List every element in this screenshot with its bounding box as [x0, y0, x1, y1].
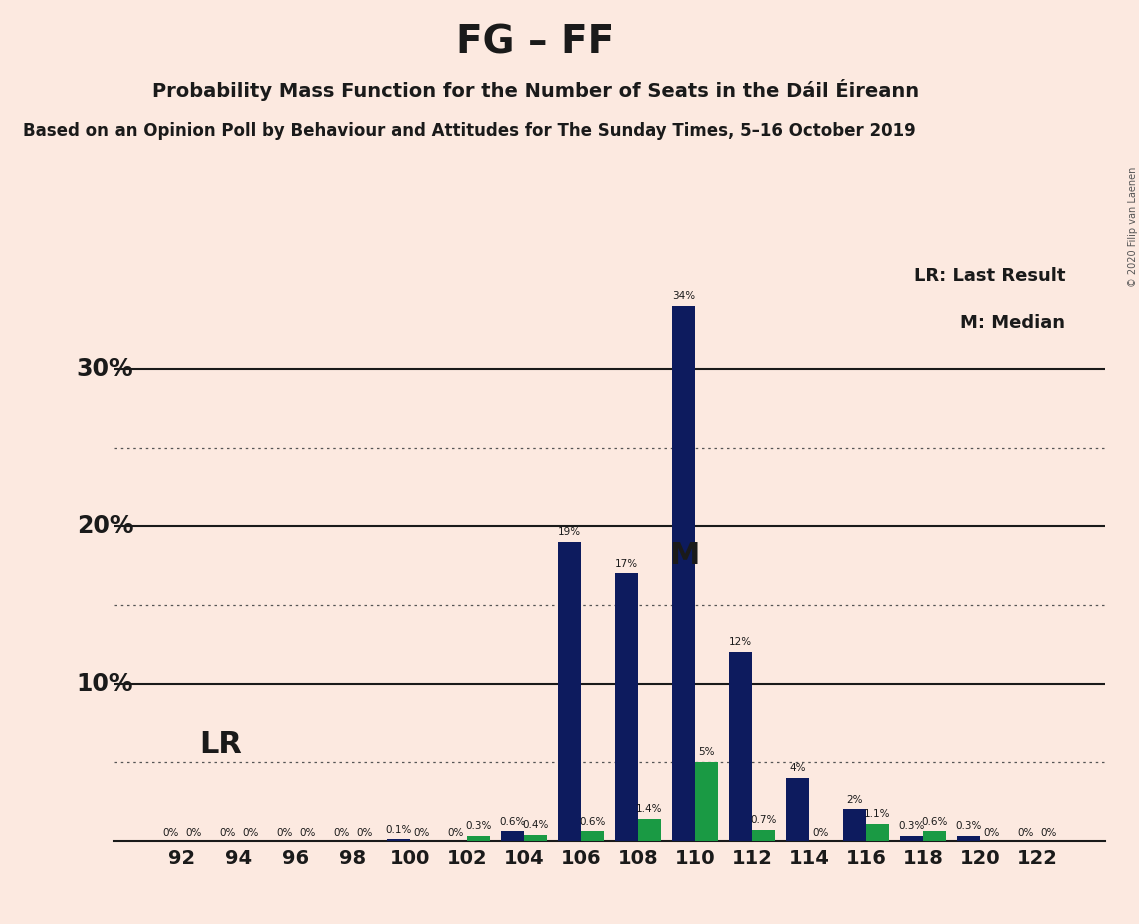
- Text: 0%: 0%: [185, 829, 202, 838]
- Bar: [615, 574, 638, 841]
- Text: LR: Last Result: LR: Last Result: [913, 267, 1065, 285]
- Text: Based on an Opinion Poll by Behaviour and Attitudes for The Sunday Times, 5–16 O: Based on an Opinion Poll by Behaviour an…: [23, 122, 916, 140]
- Bar: [387, 839, 410, 841]
- Text: © 2020 Filip van Laenen: © 2020 Filip van Laenen: [1129, 166, 1138, 286]
- Text: 0%: 0%: [241, 829, 259, 838]
- Bar: [467, 836, 490, 841]
- Bar: [638, 819, 661, 841]
- Text: 0%: 0%: [334, 829, 350, 838]
- Text: 0%: 0%: [1017, 829, 1034, 838]
- Text: 5%: 5%: [698, 748, 714, 758]
- Bar: [957, 836, 980, 841]
- Text: 1.1%: 1.1%: [865, 808, 891, 819]
- Text: 0.6%: 0.6%: [921, 817, 948, 827]
- Bar: [866, 823, 888, 841]
- Bar: [900, 836, 923, 841]
- Bar: [672, 306, 695, 841]
- Text: 0.6%: 0.6%: [579, 817, 606, 827]
- Text: 0%: 0%: [300, 829, 316, 838]
- Text: 0%: 0%: [413, 829, 429, 838]
- Text: 0.1%: 0.1%: [385, 824, 411, 834]
- Text: FG – FF: FG – FF: [457, 23, 614, 61]
- Text: 0%: 0%: [1040, 829, 1057, 838]
- Text: 0%: 0%: [983, 829, 1000, 838]
- Bar: [501, 832, 524, 841]
- Text: LR: LR: [199, 730, 241, 759]
- Text: 10%: 10%: [76, 672, 133, 696]
- Text: 0%: 0%: [162, 829, 179, 838]
- Text: 0%: 0%: [357, 829, 372, 838]
- Text: Probability Mass Function for the Number of Seats in the Dáil Éireann: Probability Mass Function for the Number…: [151, 79, 919, 101]
- Text: M: Median: M: Median: [960, 314, 1065, 332]
- Text: 17%: 17%: [615, 559, 638, 568]
- Bar: [843, 809, 866, 841]
- Text: 0%: 0%: [812, 829, 828, 838]
- Text: 2%: 2%: [846, 795, 862, 805]
- Text: 1.4%: 1.4%: [636, 804, 663, 814]
- Text: 30%: 30%: [76, 357, 133, 381]
- Bar: [923, 832, 945, 841]
- Text: M: M: [670, 541, 699, 570]
- Bar: [786, 778, 809, 841]
- Text: 19%: 19%: [558, 528, 581, 537]
- Bar: [558, 541, 581, 841]
- Text: 0%: 0%: [219, 829, 236, 838]
- Bar: [581, 832, 604, 841]
- Text: 0.6%: 0.6%: [499, 817, 525, 827]
- Bar: [729, 652, 752, 841]
- Text: 4%: 4%: [789, 763, 805, 773]
- Text: 0.4%: 0.4%: [522, 820, 549, 830]
- Text: 0%: 0%: [276, 829, 293, 838]
- Text: 0.3%: 0.3%: [956, 821, 982, 832]
- Text: 34%: 34%: [672, 291, 695, 301]
- Text: 0.3%: 0.3%: [899, 821, 925, 832]
- Text: 20%: 20%: [76, 514, 133, 538]
- Bar: [524, 834, 547, 841]
- Text: 12%: 12%: [729, 638, 752, 648]
- Bar: [695, 762, 718, 841]
- Text: 0.3%: 0.3%: [465, 821, 491, 832]
- Text: 0%: 0%: [448, 829, 464, 838]
- Bar: [752, 830, 775, 841]
- Text: 0.7%: 0.7%: [751, 815, 777, 825]
